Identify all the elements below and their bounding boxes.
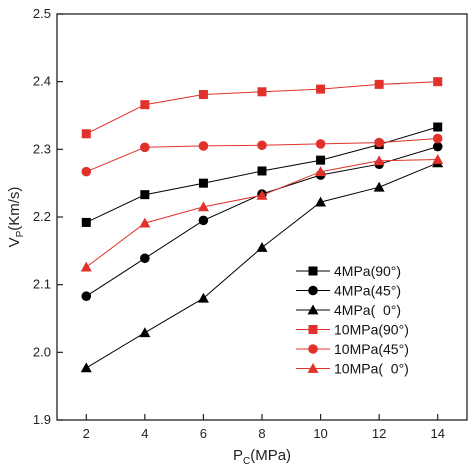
legend-item: 10MPa(90°) (296, 322, 409, 338)
x-tick-label: 12 (372, 426, 386, 441)
data-point (81, 217, 91, 227)
data-point (316, 155, 326, 165)
legend-label: 10MPa(90°) (334, 322, 409, 338)
series (81, 133, 443, 177)
y-tick-label: 2.3 (33, 141, 51, 156)
y-tick-label: 2.0 (33, 344, 51, 359)
data-point (432, 133, 443, 144)
data-point (80, 362, 92, 373)
data-point (433, 122, 443, 132)
legend-item: 4MPa( 0°) (296, 302, 401, 318)
series-layer (80, 77, 444, 373)
legend-marker (308, 285, 318, 296)
x-tick-label: 2 (83, 426, 90, 441)
y-tick-label: 2.2 (33, 209, 51, 224)
data-point (315, 166, 327, 177)
series (80, 153, 444, 272)
y-tick-label: 1.9 (33, 412, 51, 427)
data-point (139, 217, 151, 228)
data-point (80, 261, 92, 272)
data-point (315, 196, 327, 207)
data-point (81, 166, 92, 177)
legend-marker (308, 344, 318, 354)
data-point (257, 166, 267, 176)
data-point (256, 241, 268, 252)
axis-ticks: 2 4 6 8 10 12 14 1.9 2.0 2.1 2.2 2.3 2.4 2.5 (33, 6, 445, 441)
legend-label: 4MPa(45°) (334, 283, 401, 299)
data-point (373, 181, 385, 192)
data-point (433, 77, 443, 87)
data-point (374, 137, 384, 148)
x-tick-label: 4 (141, 426, 148, 441)
legend-label: 10MPa( 0°) (334, 361, 409, 377)
data-point (373, 155, 385, 166)
data-point (81, 291, 92, 301)
data-point (374, 79, 384, 89)
data-point (197, 292, 209, 303)
legend-marker (307, 304, 319, 315)
x-tick-label: 6 (200, 426, 207, 441)
plot-area (56, 13, 468, 421)
series (80, 157, 444, 373)
y-tick-label: 2.1 (33, 277, 51, 292)
data-point (197, 201, 209, 212)
x-tick-label: 14 (430, 426, 444, 441)
y-tick-label: 2.5 (33, 6, 51, 21)
legend-label: 10MPa(45°) (334, 341, 409, 357)
legend-item: 4MPa(45°) (296, 283, 401, 299)
legend-label: 4MPa( 0°) (334, 302, 401, 318)
data-point (198, 215, 209, 226)
legend-marker (307, 363, 319, 373)
data-point (140, 142, 150, 153)
legend-marker (308, 266, 318, 276)
data-point (198, 178, 208, 188)
x-tick-label: 8 (258, 426, 265, 441)
data-point (198, 141, 209, 151)
data-point (316, 84, 326, 94)
data-point (432, 153, 444, 164)
legend-item: 4MPa(90°) (296, 263, 401, 279)
data-point (315, 139, 326, 149)
data-point (139, 327, 151, 338)
y-axis-title: VP(Km/s) (6, 187, 26, 248)
x-tick-label: 10 (313, 426, 327, 441)
data-point (256, 189, 268, 200)
data-point (81, 129, 91, 139)
series (81, 77, 443, 139)
legend-item: 10MPa(45°) (296, 341, 409, 357)
legend-label: 4MPa(90°) (334, 263, 401, 279)
data-point (257, 87, 267, 97)
data-point (140, 190, 150, 200)
data-point (198, 90, 208, 100)
legend: 4MPa(90°) 4MPa(45°) 4MPa( 0°) 10MPa(90°) 10M… (296, 263, 409, 377)
legend-item: 10MPa( 0°) (296, 361, 409, 377)
x-axis-title: PC(MPa) (233, 447, 291, 467)
data-point (432, 141, 443, 152)
data-point (257, 140, 267, 151)
y-tick-label: 2.4 (33, 74, 51, 89)
data-point (140, 253, 150, 264)
legend-marker (308, 325, 318, 334)
data-point (140, 100, 150, 110)
